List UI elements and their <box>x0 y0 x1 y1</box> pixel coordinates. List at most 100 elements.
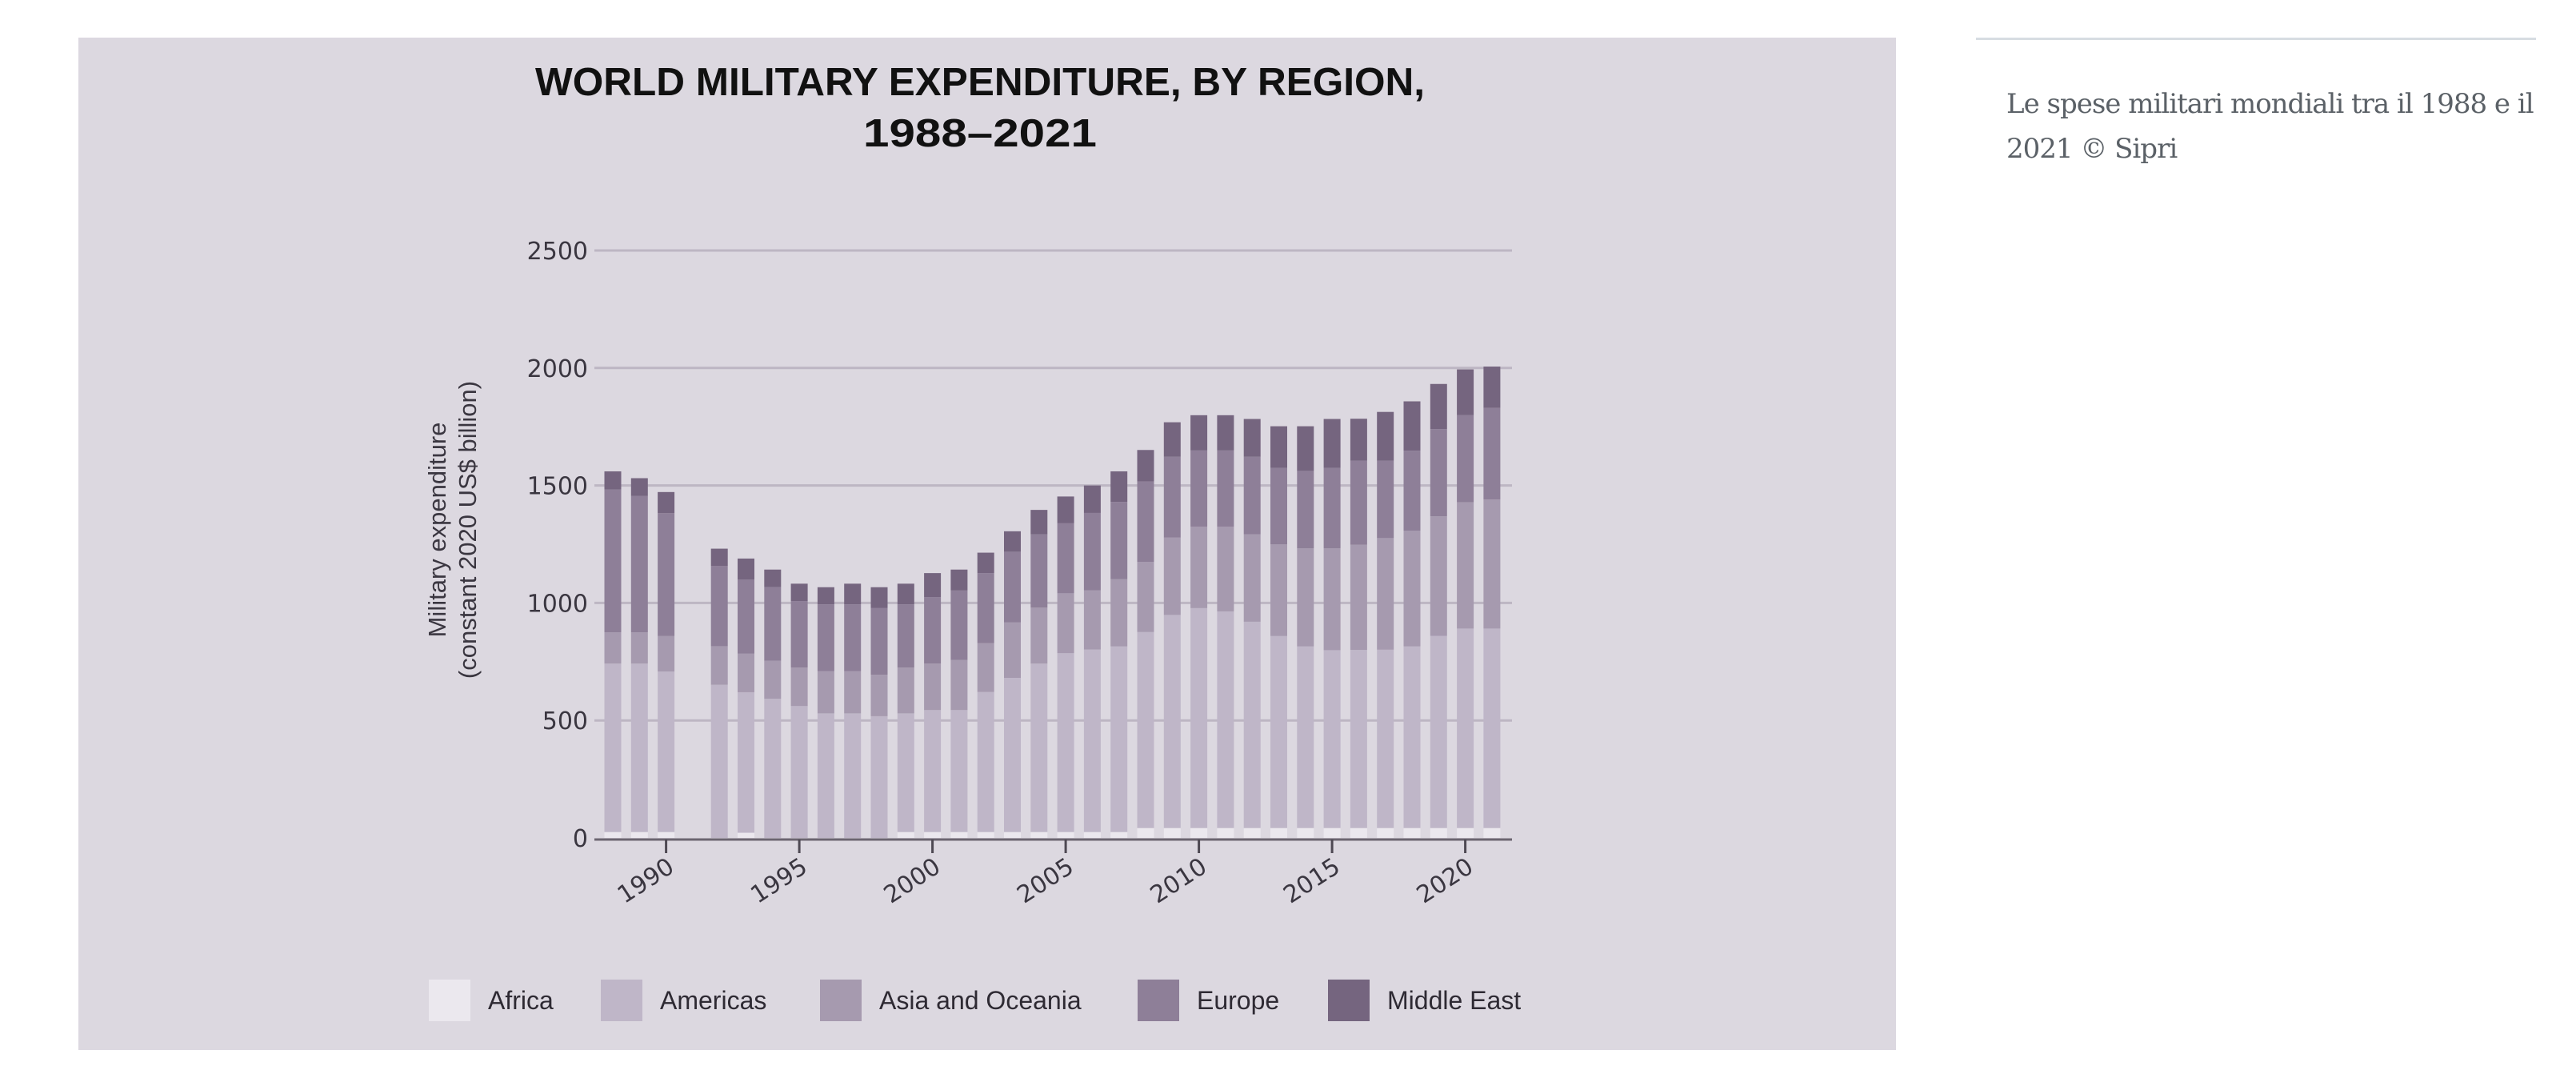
bar-segment-middle-east <box>1217 415 1234 451</box>
bar-segment-middle-east <box>1137 450 1154 482</box>
bar-segment-americas <box>924 710 942 832</box>
bar-segment-americas <box>977 691 994 832</box>
chart-title: WORLD MILITARY EXPENDITURE, BY REGION, <box>535 61 1425 104</box>
caption-divider <box>1976 38 2536 40</box>
bar-segment-europe <box>1350 460 1367 545</box>
bar-segment-asia-and-oceania <box>790 667 808 707</box>
bar-segment-asia-and-oceania <box>1030 607 1048 664</box>
bar-segment-europe <box>1243 456 1261 535</box>
bar-segment-americas <box>1323 650 1341 828</box>
bar-segment-americas <box>1377 649 1394 828</box>
bar-segment-africa <box>1323 828 1341 838</box>
legend-item-middle-east: Middle East <box>1328 980 1521 1021</box>
bar-segment-europe <box>658 513 675 636</box>
y-tick-label: 1000 <box>527 590 588 618</box>
bar-segment-middle-east <box>817 587 834 605</box>
bar-segment-africa <box>1270 828 1287 838</box>
bar-segment-europe <box>950 590 968 660</box>
bar-segment-africa <box>924 832 942 838</box>
bar-stack-1995 <box>790 583 808 838</box>
bar-segment-africa <box>977 832 994 838</box>
bar-stack-2021 <box>1483 367 1501 838</box>
x-tick-label: 2015 <box>1278 852 1345 909</box>
bar-segment-africa <box>604 832 622 838</box>
bar-segment-africa <box>1403 828 1421 838</box>
bar-segment-americas <box>1243 621 1261 828</box>
bar-segment-asia-and-oceania <box>1377 538 1394 650</box>
bar-segment-africa <box>1377 828 1394 838</box>
bar-segment-asia-and-oceania <box>1483 499 1501 629</box>
bar-segment-asia-and-oceania <box>1243 534 1261 622</box>
bar-segment-americas <box>658 671 675 832</box>
x-axis-ticks: 1990 1995 2000 2005 2010 2015 2020 <box>613 840 1478 909</box>
bar-segment-asia-and-oceania <box>844 671 862 714</box>
bar-segment-europe <box>1163 456 1181 538</box>
bar-segment-asia-and-oceania <box>764 660 782 699</box>
bar-segment-americas <box>1110 646 1128 832</box>
bar-segment-americas <box>604 663 622 832</box>
bar-segment-europe <box>1057 523 1074 594</box>
bar-segment-americas <box>817 713 834 838</box>
bar-segment-middle-east <box>897 583 914 605</box>
bar-segment-middle-east <box>1403 401 1421 451</box>
bar-stack-1993 <box>738 558 754 838</box>
legend-swatch <box>429 980 470 1021</box>
bar-segment-asia-and-oceania <box>977 643 994 692</box>
bar-stack-2006 <box>1083 485 1101 838</box>
bar-segment-europe <box>1377 460 1394 539</box>
legend-label: Americas <box>660 986 766 1015</box>
bar-segment-middle-east <box>1270 426 1287 468</box>
bar-segment-americas <box>710 684 728 838</box>
bar-segment-middle-east <box>1243 419 1261 457</box>
legend-item-africa: Africa <box>429 980 554 1021</box>
bar-segment-europe <box>1083 512 1101 591</box>
bar-stack-2000 <box>924 573 942 838</box>
chart-title-years: 1988–2021 <box>863 112 1097 155</box>
bar-segment-middle-east <box>630 478 648 496</box>
bar-segment-asia-and-oceania <box>658 635 675 672</box>
bar-stack-2016 <box>1350 419 1367 838</box>
bar-segment-americas <box>738 691 754 833</box>
bar-stack-2014 <box>1297 426 1314 838</box>
bar-segment-asia-and-oceania <box>950 659 968 711</box>
bar-segment-africa <box>630 832 648 838</box>
chart-panel <box>78 38 1896 1050</box>
bar-segment-africa <box>897 832 914 838</box>
bar-segment-americas <box>1190 607 1208 828</box>
bar-segment-middle-east <box>977 552 994 574</box>
bar-segment-africa <box>658 832 675 838</box>
bar-segment-africa <box>1057 832 1074 838</box>
bar-segment-middle-east <box>1163 422 1181 457</box>
bar-segment-africa <box>1004 832 1021 838</box>
bar-stack-2012 <box>1243 419 1261 838</box>
y-tick-label: 2500 <box>527 238 588 266</box>
bar-segment-asia-and-oceania <box>1297 547 1314 647</box>
bar-segment-middle-east <box>870 587 888 608</box>
bar-segment-americas <box>630 663 648 832</box>
bar-segment-europe <box>1403 451 1421 531</box>
bar-segment-middle-east <box>844 583 862 605</box>
bar-segment-europe <box>1483 407 1501 500</box>
x-tick-label: 2010 <box>1146 852 1212 909</box>
y-axis-ticks: 0 500 1000 1500 2000 2500 <box>527 238 588 853</box>
bar-segment-europe <box>924 597 942 664</box>
bar-segment-africa <box>738 832 754 838</box>
bar-segment-middle-east <box>1190 415 1208 451</box>
bar-stack-1992 <box>710 548 728 838</box>
bar-segment-americas <box>897 713 914 832</box>
y-axis-title-line2: (constant 2020 US$ billion) <box>454 381 482 679</box>
bar-segment-middle-east <box>1030 510 1048 535</box>
x-tick-label: 1990 <box>613 852 679 909</box>
bar-segment-africa <box>1297 828 1314 838</box>
bar-segment-middle-east <box>710 548 728 567</box>
bar-segment-europe <box>1270 467 1287 545</box>
bar-segment-asia-and-oceania <box>710 646 728 685</box>
bar-segment-middle-east <box>1483 367 1501 408</box>
bar-stack-2008 <box>1137 450 1154 838</box>
bar-segment-africa <box>1430 828 1447 838</box>
bar-segment-americas <box>1297 646 1314 828</box>
bar-segment-middle-east <box>1457 369 1474 415</box>
x-tick-label: 2005 <box>1012 852 1078 909</box>
bars <box>604 367 1501 838</box>
bar-segment-middle-east <box>924 573 942 598</box>
